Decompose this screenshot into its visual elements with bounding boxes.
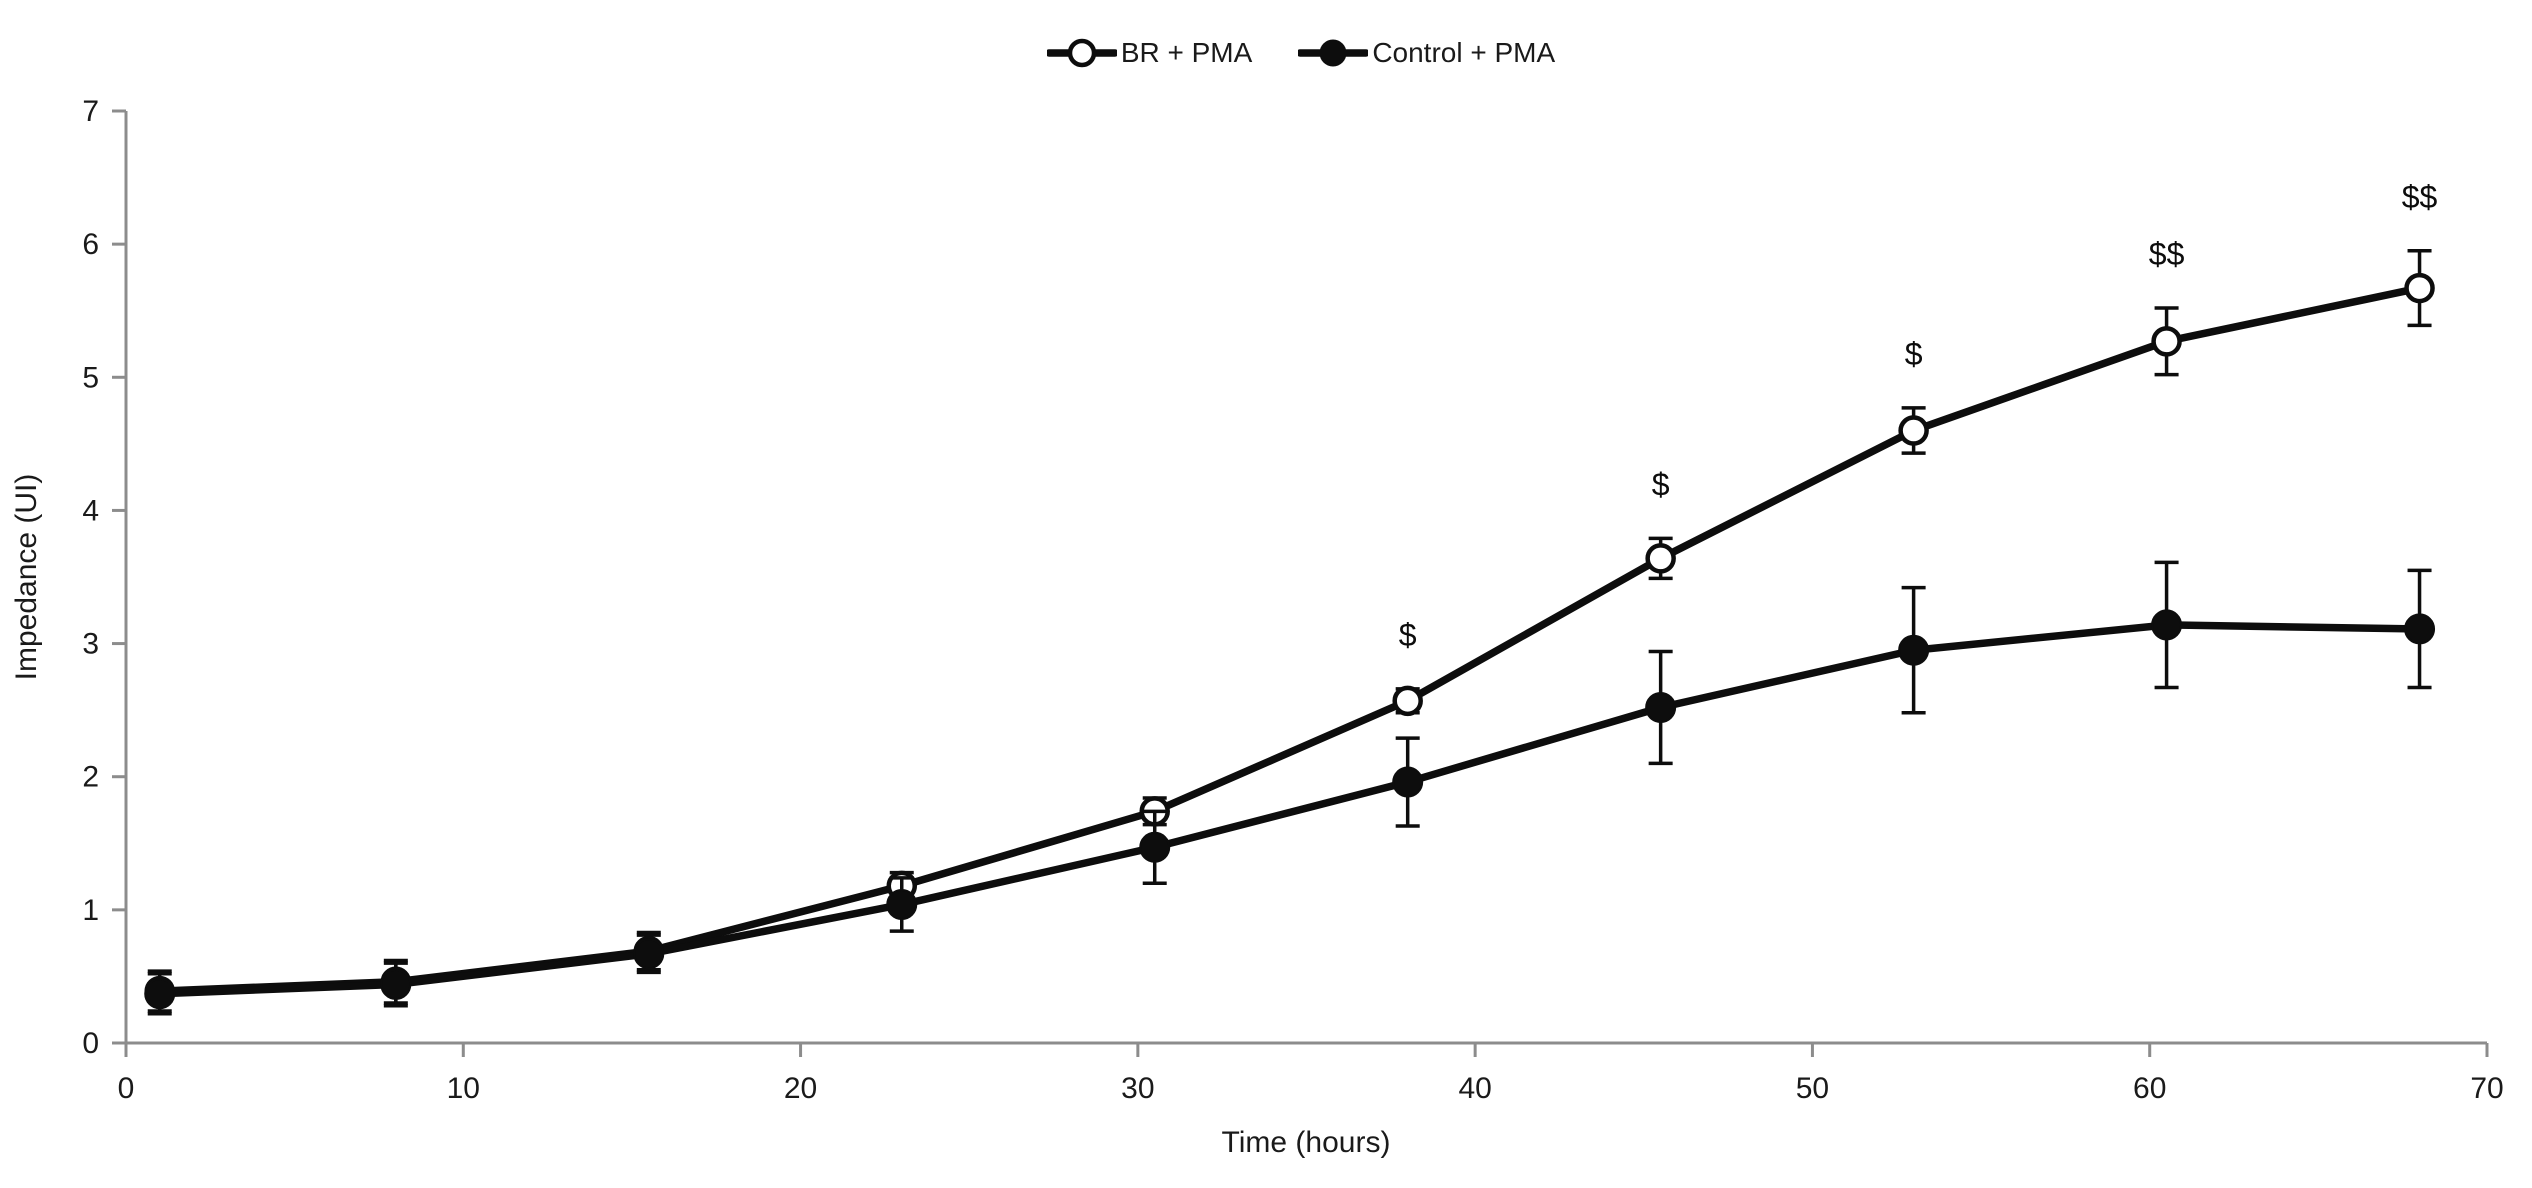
x-tick-label: 30 [1121,1072,1154,1105]
significance-annotation: $ [1399,617,1417,653]
data-point-marker-br-pma [1392,685,1423,717]
data-point-marker-br-pma [2404,272,2435,304]
x-tick-label: 70 [2470,1072,2503,1105]
data-point-marker-control-pma [2151,609,2183,641]
y-tick-label: 2 [82,761,99,794]
data-point-marker-control-pma [1645,691,1677,723]
x-tick-label: 10 [447,1072,480,1105]
data-point-marker-control-pma [2404,613,2436,645]
series-line-control-pma [155,621,2424,998]
data-point-marker-br-pma [1645,543,1676,574]
data-point-marker-control-pma [1392,766,1424,798]
y-tick-label: 6 [82,228,99,261]
x-tick-label: 0 [118,1072,135,1105]
data-point-marker-control-pma [886,889,918,921]
x-tick-label: 60 [2133,1072,2166,1105]
x-tick-label: 20 [784,1072,817,1105]
data-point-marker-control-pma [1139,831,1171,863]
y-tick-label: 4 [82,494,99,527]
significance-annotation: $$ [2402,179,2438,215]
x-axis-title: Time (hours) [1222,1126,1391,1159]
data-point-marker-br-pma [2151,326,2182,357]
y-tick-label: 0 [82,1027,99,1060]
significance-annotation: $ [1652,466,1670,502]
y-tick-label: 7 [82,95,99,128]
data-point-marker-control-pma [144,978,176,1010]
data-point-marker-br-pma [1898,415,1929,446]
x-tick-label: 50 [1796,1072,1829,1105]
data-point-marker-control-pma [1898,634,1930,666]
data-point-marker-control-pma [380,968,412,1000]
x-tick-label: 40 [1458,1072,1491,1105]
y-tick-label: 3 [82,628,99,661]
y-tick-label: 1 [82,894,99,927]
significance-annotation: $ [1905,336,1923,372]
y-axis-title: Impedance (UI) [10,474,43,681]
data-point-marker-control-pma [633,938,665,970]
significance-annotation: $$ [2149,236,2185,272]
series-line-br-pma [155,284,2424,995]
y-tick-label: 5 [82,361,99,394]
